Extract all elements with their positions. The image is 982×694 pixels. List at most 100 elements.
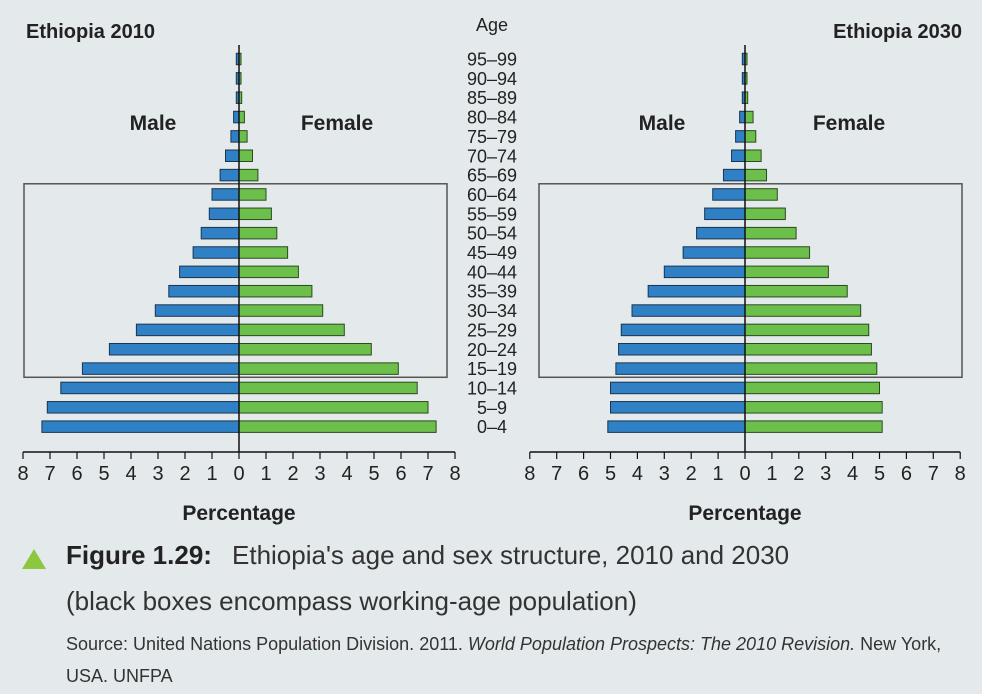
p2030-female-bar-65–69 bbox=[744, 168, 768, 182]
p2030-x-tick-label: 7 bbox=[551, 463, 562, 485]
p2010-x-tick-label: 1 bbox=[206, 463, 217, 485]
age-group-label: 30–34 bbox=[467, 301, 517, 321]
age-group-label: 5–9 bbox=[477, 398, 507, 418]
p2030-title: Ethiopia 2030 bbox=[833, 21, 962, 43]
p2030-x-tick-label: 4 bbox=[632, 463, 643, 485]
p2010-male-bar-25–29 bbox=[135, 323, 240, 337]
p2030-male-bar-55–59 bbox=[704, 207, 746, 221]
p2010-x-tick-label: 0 bbox=[233, 463, 244, 485]
age-group-label: 20–24 bbox=[467, 340, 517, 360]
p2030-male-bar-35–39 bbox=[647, 284, 746, 298]
p2030-x-tick-label: 8 bbox=[524, 463, 535, 485]
p2030-male-bar-50–54 bbox=[696, 226, 746, 240]
p2030-male-bar-10–14 bbox=[610, 381, 746, 395]
p2030-female-bar-80–84 bbox=[744, 110, 754, 124]
p2030-female-bar-30–34 bbox=[744, 304, 862, 317]
p2010-female-bar-10–14 bbox=[238, 381, 418, 395]
p2010-title: Ethiopia 2010 bbox=[26, 21, 155, 43]
p2030-female-bar-15–19 bbox=[744, 362, 878, 375]
p2010-male-bar-50–54 bbox=[200, 226, 240, 240]
p2010-male-bar-40–44 bbox=[179, 265, 240, 279]
p2010-x-tick-label: 4 bbox=[125, 463, 136, 485]
source-work: World Population Prospects: The 2010 Rev… bbox=[467, 634, 856, 654]
p2030-x-tick-label: 8 bbox=[955, 463, 966, 485]
age-group-label: 90–94 bbox=[467, 69, 517, 89]
p2030-female-bar-60–64 bbox=[744, 188, 778, 201]
p2030-male-bar-80–84 bbox=[739, 110, 746, 124]
p2010-working-age-box bbox=[23, 183, 448, 379]
p2010-female-bar-15–19 bbox=[238, 362, 399, 375]
p2030-x-tick-label: 3 bbox=[820, 463, 831, 485]
p2010-female-bar-25–29 bbox=[238, 323, 345, 337]
p2010-female-bar-45–49 bbox=[238, 246, 289, 259]
p2010-female-bar-30–34 bbox=[238, 304, 324, 317]
p2030-male-bar-70–74 bbox=[731, 149, 746, 162]
p2010-female-bar-55–59 bbox=[238, 207, 272, 221]
p2010-x-tick-label: 6 bbox=[395, 463, 406, 485]
p2030-x-tick-label: 3 bbox=[659, 463, 670, 485]
p2030-female-bar-10–14 bbox=[744, 381, 880, 395]
p2010-male-bar-10–14 bbox=[60, 381, 240, 395]
source-note: Source: United Nations Population Divisi… bbox=[66, 628, 966, 692]
p2010-female-bar-50–54 bbox=[238, 226, 278, 240]
p2010-x-tick-label: 7 bbox=[44, 463, 55, 485]
p2030-x-tick-label: 0 bbox=[739, 463, 750, 485]
p2030-female-bar-5–9 bbox=[744, 401, 883, 414]
p2010-male-bar-65–69 bbox=[219, 168, 240, 182]
p2030-x-tick-label: 2 bbox=[686, 463, 697, 485]
age-group-label: 35–39 bbox=[467, 282, 517, 302]
p2010-female-bar-5–9 bbox=[238, 401, 429, 414]
p2010-male-bar-70–74 bbox=[225, 149, 240, 162]
age-group-label: 0–4 bbox=[477, 417, 507, 437]
p2030-female-bar-45–49 bbox=[744, 246, 811, 259]
p2030-x-tick-label: 2 bbox=[793, 463, 804, 485]
p2030-x-tick-label: 5 bbox=[605, 463, 616, 485]
source-suffix: New York, USA. UNFPA bbox=[66, 634, 942, 686]
p2010-x-tick-label: 8 bbox=[449, 463, 460, 485]
p2030-female-bar-50–54 bbox=[744, 226, 797, 240]
p2010-female-bar-80–84 bbox=[238, 110, 245, 124]
age-axis-title: Age bbox=[476, 15, 508, 35]
p2030-female-bar-40–44 bbox=[744, 265, 829, 279]
p2030-male-bar-5–9 bbox=[610, 401, 746, 414]
p2010-x-tick-label: 7 bbox=[422, 463, 433, 485]
p2030-female-bar-20–24 bbox=[744, 343, 872, 356]
age-group-label: 65–69 bbox=[467, 166, 517, 186]
p2010-female-bar-35–39 bbox=[238, 284, 313, 298]
p2010-x-tick-label: 8 bbox=[17, 463, 28, 485]
age-group-label: 45–49 bbox=[467, 243, 517, 263]
p2010-female-bar-75–79 bbox=[238, 130, 248, 143]
age-group-label: 25–29 bbox=[467, 320, 517, 340]
p2030-male-bar-15–19 bbox=[615, 362, 746, 375]
p2010-male-bar-60–64 bbox=[211, 188, 240, 201]
p2030-x-tick-label: 4 bbox=[847, 463, 858, 485]
p2030-female-bar-70–74 bbox=[744, 149, 762, 162]
p2010-male-bar-75–79 bbox=[230, 130, 240, 143]
p2010-x-tick-label: 5 bbox=[98, 463, 109, 485]
p2010-x-axis-label: Percentage bbox=[182, 502, 295, 525]
p2010-male-bar-35–39 bbox=[168, 284, 240, 298]
p2030-male-bar-75–79 bbox=[735, 130, 746, 143]
p2030-female-bar-25–29 bbox=[744, 323, 870, 337]
p2030-male-bar-20–24 bbox=[618, 343, 746, 356]
p2030-x-tick-label: 7 bbox=[928, 463, 939, 485]
p2010-x-tick-label: 2 bbox=[287, 463, 298, 485]
p2030-male-bar-40–44 bbox=[663, 265, 746, 279]
p2010-male-bar-5–9 bbox=[46, 401, 240, 414]
p2010-male-bar-15–19 bbox=[81, 362, 240, 375]
p2010-female-bar-65–69 bbox=[238, 168, 259, 182]
source-prefix: Source: United Nations Population Divisi… bbox=[66, 634, 463, 654]
p2030-female-bar-55–59 bbox=[744, 207, 786, 221]
p2030-x-tick-label: 1 bbox=[713, 463, 724, 485]
age-group-label: 10–14 bbox=[467, 378, 517, 398]
p2010-male-bar-80–84 bbox=[233, 110, 240, 124]
p2030-female-bar-35–39 bbox=[744, 284, 848, 298]
p2030-x-tick-label: 6 bbox=[578, 463, 589, 485]
p2010-x-tick-label: 2 bbox=[179, 463, 190, 485]
p2010-female-bar-70–74 bbox=[238, 149, 253, 162]
p2010-female-bar-60–64 bbox=[238, 188, 267, 201]
p2010-female-bar-20–24 bbox=[238, 343, 372, 356]
p2030-female-bar-75–79 bbox=[744, 130, 757, 143]
age-group-label: 55–59 bbox=[467, 204, 517, 224]
p2010-male-bar-55–59 bbox=[208, 207, 240, 221]
